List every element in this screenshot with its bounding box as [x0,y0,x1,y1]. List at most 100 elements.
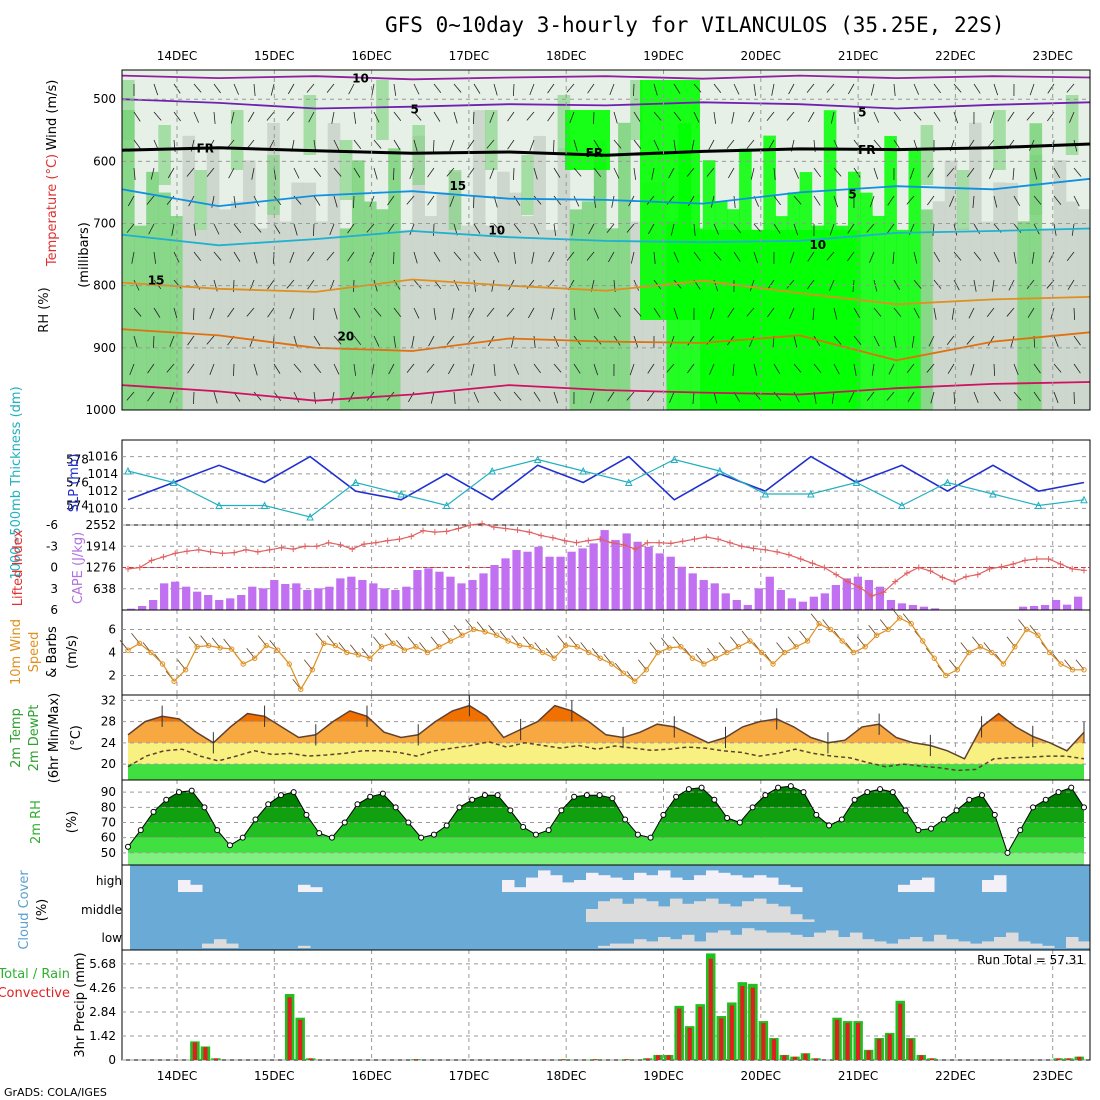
wind-barb [807,279,815,290]
rh-cell [981,221,994,410]
cape-bar [127,608,136,610]
cloud-cell [658,937,671,948]
lifted-index-point [738,543,745,550]
rh-point [634,831,641,838]
bottom-date-axis: 14DEC 15DEC 16DEC 17DEC 18DEC 19DEC 20DEC 21DEC… [157,1069,1073,1083]
wind-barb [253,223,262,233]
cape-bar [864,580,874,610]
x-tick-label-bottom: 18DEC [546,1069,586,1083]
rh-point [711,796,718,803]
precip-bar-convective [929,1058,934,1060]
wind-speed-point [1069,667,1076,673]
y-tick-label-rh: 60 [101,831,116,845]
lifted-index-point [974,571,981,578]
cloud-cell [646,875,659,892]
precip-bar-convective [1056,1058,1061,1060]
wind-speed-point [413,644,419,650]
cloud-cell [802,919,815,922]
rh-point [558,807,565,814]
thickness-point [442,501,451,509]
cape-bar [567,551,576,610]
wind-barb [1006,307,1015,317]
wind-barb [913,111,922,121]
precip-bar-convective [729,1005,734,1060]
precip-bar-convective [666,1055,671,1060]
rh-point [660,811,667,818]
wind-barb [673,139,677,152]
thickness-point [533,455,542,463]
wind-speed-point [171,678,177,684]
wind-barb [451,307,455,320]
rh-cell [122,110,135,410]
lifted-index-point [278,544,285,551]
wind-barb [933,251,941,263]
cloud-cell [814,932,827,948]
wind-barb [693,251,701,262]
precip-bar-convective [813,1058,819,1060]
precip-bar-convective [877,1039,882,1060]
wind-barb [148,223,155,235]
lifted-index-point [573,539,580,546]
wind-barb [732,363,735,376]
cloud-cell [982,880,995,892]
precip-bar-convective [887,1034,892,1060]
cloud-cell [526,877,539,892]
wind-barb [706,167,715,177]
cape-bar [677,566,686,610]
precip-bar-convective [740,986,745,1060]
wind-barb [813,363,822,373]
wind-barb [267,279,275,290]
wind-barb [771,83,775,96]
wind-barb [473,83,481,94]
lifted-index-point [797,556,804,562]
cloud-cell [646,901,659,922]
wind-barb [472,111,475,124]
wind-barb [647,223,655,235]
wind-barb [353,167,361,178]
wind-speed-point [1058,661,1064,667]
wind-barb [913,83,920,95]
wind-barb [626,223,635,233]
wind-barb [152,335,155,348]
wind-barb [967,167,975,178]
y-tick-label-precip: 2.84 [89,1005,116,1019]
wind-speed-point [873,632,880,638]
wind-barb [287,83,295,95]
cape-bar [919,606,929,610]
lifted-index-point [1057,560,1064,567]
cloud-cell [622,880,635,892]
x-tick-label-top: 22DEC [935,49,975,63]
lifted-index-point [844,578,851,585]
lifted-index-point [313,543,320,550]
wind-barb [773,363,781,375]
rh-point [188,787,195,794]
wind-barb [393,307,402,318]
wind-barb [529,139,535,152]
rh-cell [485,225,498,410]
wind-barb [409,167,415,180]
y-tick-label-rh: 80 [101,800,116,814]
wind-barb [249,335,255,348]
wind-barb [1053,363,1062,373]
wind-speed-point [908,621,914,627]
wind-barb [173,111,181,122]
wind-barb [986,307,995,318]
wind-barb [169,391,175,404]
wind-barb [727,307,735,318]
wind-barb [893,335,897,348]
wind-barb [1013,251,1017,264]
wind-barb [1026,111,1035,121]
lifted-index-point [1021,557,1028,564]
cape-bar [270,580,279,610]
thickness-point [716,466,724,475]
cape-bar [765,576,774,610]
contour-label: 20 [338,329,355,343]
lifted-index-point [915,564,922,571]
precip-bar-convective [656,1055,661,1060]
precip-bar-convective [708,958,713,1060]
lifted-index-point [148,557,155,564]
y-tick-label-cape: 1914 [85,539,116,553]
wind-speed-point [758,649,765,656]
precip-bar-convective [803,1053,808,1060]
wind-barb [432,139,435,152]
